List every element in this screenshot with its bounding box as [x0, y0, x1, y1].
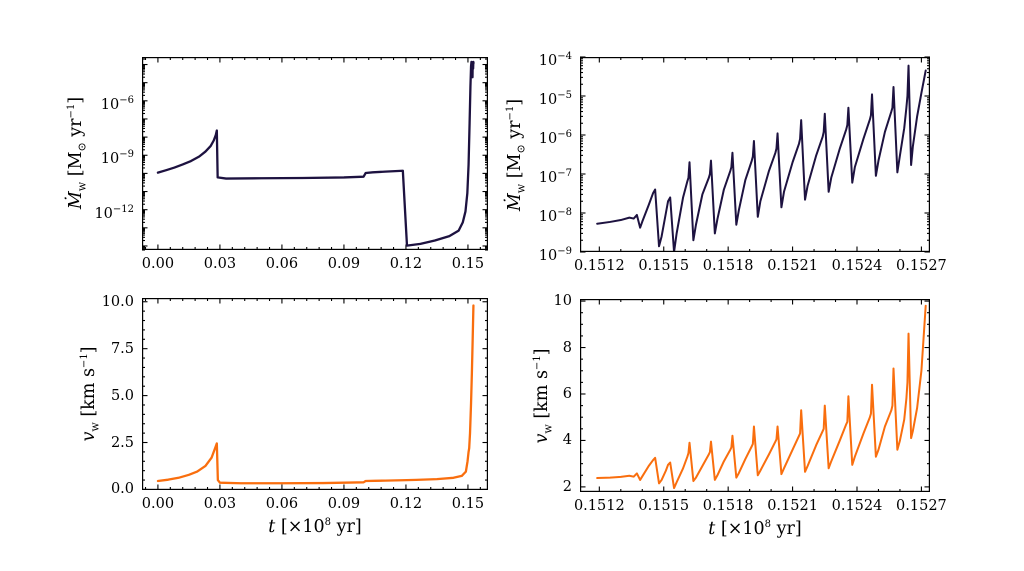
mdot-zoom-curve [596, 64, 927, 252]
vw-zoom-xtick-label: 0.1521 [767, 498, 818, 514]
mdot-full-plot [142, 57, 488, 251]
panel-vw-full: 0.00 0.03 0.06 0.09 0.12 0.15 0.0 2.5 5.0 7.5 10.0 [102, 294, 488, 512]
vw-full-ytick-label: 10.0 [101, 293, 134, 310]
vw-zoom-xtick-label: 0.1515 [638, 498, 690, 514]
mdot-full-xtick-label: 0.12 [389, 256, 423, 272]
mdot-full-ylabel: Ṁw [M⊙ yr−1] [65, 96, 89, 210]
mdot-full-ytick-label: 10−12 [94, 203, 134, 222]
mdot-zoom-xtick-label: 0.1512 [573, 258, 625, 274]
mdot-full-xtick-label: 0.03 [203, 256, 237, 272]
vw-full-ytick-label: 7.5 [110, 340, 134, 357]
mdot-zoom-ylabel: Ṁw [M⊙ yr−1] [504, 98, 528, 212]
vw-full-curve [156, 304, 475, 485]
mdot-zoom-ytick-label: 10−5 [538, 90, 572, 108]
vw-full-ylabel: vw [km s−1] [78, 346, 102, 442]
vw-full-ytick-label: 0.0 [110, 481, 134, 498]
mdot-full-xtick-label: 0.06 [265, 256, 299, 272]
vw-zoom-ytick-label: 4 [562, 432, 572, 449]
vw-zoom-curve [596, 304, 927, 490]
mdot-zoom-xtick-label: 0.1518 [702, 258, 754, 274]
vw-zoom-xlabel: t [×108 yr] [708, 519, 802, 539]
vw-full-ytick-label: 2.5 [110, 434, 134, 451]
vw-full-xtick-label: 0.15 [451, 496, 485, 512]
vw-zoom-ytick-label: 6 [562, 385, 572, 402]
vw-zoom-plot [580, 299, 930, 493]
vw-full-xtick-label: 0.06 [265, 496, 299, 512]
vw-full-xtick-label: 0.00 [141, 496, 175, 512]
mdot-zoom-plot [580, 56, 930, 253]
mdot-zoom-ytick-label: 10−4 [538, 51, 572, 69]
vw-full-xlabel: t [×108 yr] [268, 517, 362, 537]
mdot-zoom-ytick-label: 10−7 [538, 168, 572, 186]
vw-zoom-ylabel: vw [km s−1] [531, 348, 555, 444]
mdot-zoom-ytick-label: 10−9 [538, 246, 572, 264]
mdot-full-xtick-label: 0.09 [327, 256, 361, 272]
vw-full-plot [142, 298, 488, 491]
panel-mdot-zoom: 0.1512 0.1515 0.1518 0.1521 0.1524 0.1527 10−4… [539, 51, 947, 274]
vw-zoom-ytick-label: 8 [562, 339, 572, 356]
mdot-full-curve [156, 60, 475, 247]
mdot-full-ytick-label: 10−9 [100, 149, 134, 168]
mdot-zoom-xtick-label: 0.1527 [896, 258, 947, 274]
mdot-full-ytick-label: 10−6 [100, 94, 134, 113]
vw-zoom-xtick-label: 0.1512 [573, 498, 625, 514]
vw-full-xtick-label: 0.03 [203, 496, 237, 512]
mdot-zoom-ytick-label: 10−8 [538, 207, 572, 225]
vw-full-xtick-label: 0.12 [389, 496, 423, 512]
vw-zoom-xtick-label: 0.1527 [896, 498, 947, 514]
panel-vw-zoom: 0.1512 0.1515 0.1518 0.1521 0.1524 0.1527 2 4 6 8… [554, 293, 947, 514]
mdot-zoom-xtick-label: 0.1524 [831, 258, 883, 274]
mdot-full-xtick-label: 0.00 [141, 256, 175, 272]
mdot-full-xtick-label: 0.15 [451, 256, 485, 272]
mdot-zoom-xtick-label: 0.1515 [638, 258, 690, 274]
vw-zoom-ytick-label: 10 [553, 293, 572, 310]
vw-full-ytick-label: 5.0 [110, 387, 134, 404]
mdot-zoom-xtick-label: 0.1521 [767, 258, 818, 274]
vw-zoom-ytick-label: 2 [562, 478, 572, 495]
vw-zoom-xtick-label: 0.1524 [831, 498, 883, 514]
panel-mdot-full: 0.00 0.03 0.06 0.09 0.12 0.15 10−6 10−9 10−12 [94, 57, 488, 272]
vw-zoom-xtick-label: 0.1518 [702, 498, 754, 514]
vw-full-xtick-label: 0.09 [327, 496, 361, 512]
mdot-zoom-ytick-label: 10−6 [538, 129, 572, 147]
